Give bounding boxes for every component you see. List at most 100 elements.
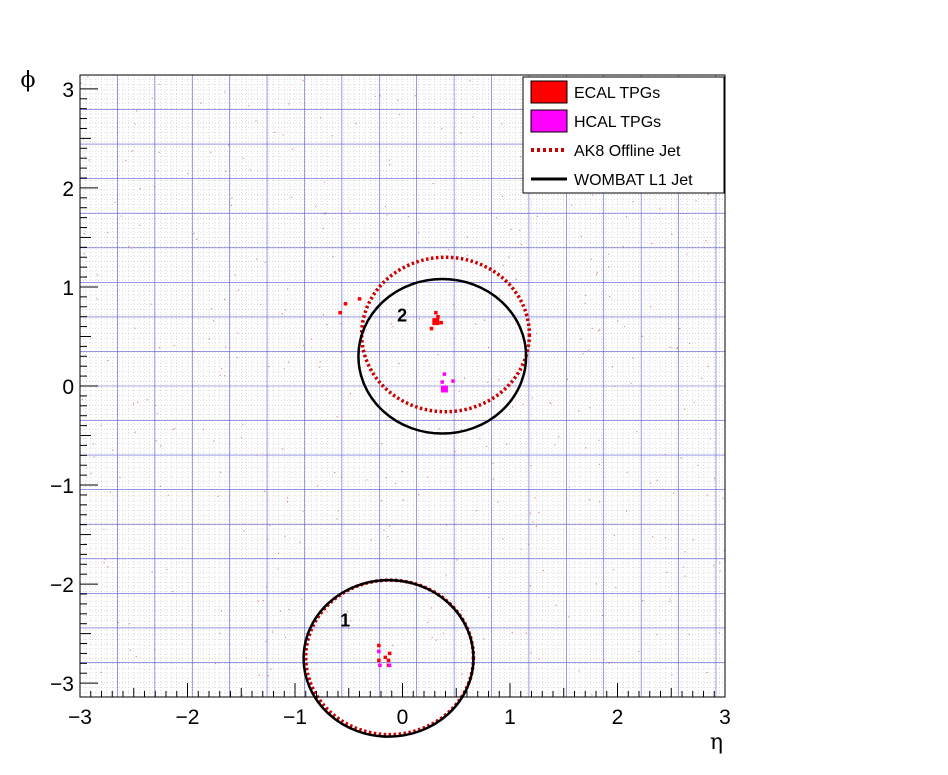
noise-hit (603, 658, 605, 661)
noise-hit (632, 357, 634, 359)
wombat-jet-circle-1 (302, 578, 475, 738)
noise-hit (669, 598, 671, 600)
noise-hit (680, 457, 682, 459)
noise-hit (549, 401, 551, 404)
noise-hit (151, 571, 153, 573)
noise-hit (172, 590, 174, 593)
noise-hit (125, 159, 127, 161)
legend-label-wombat: WOMBAT L1 Jet (574, 172, 693, 189)
hcal-tpg-point (451, 379, 455, 383)
noise-hit (713, 478, 716, 480)
hcal-tpg-point (442, 372, 447, 376)
noise-hit (520, 156, 522, 158)
ecal-tpg-point (357, 297, 362, 301)
noise-hit (651, 536, 654, 538)
noise-hit (453, 304, 455, 306)
noise-hit (224, 298, 226, 300)
noise-hit (578, 410, 580, 412)
noise-hit (520, 243, 523, 246)
noise-hit (669, 346, 671, 348)
noise-hit (379, 95, 381, 97)
hcal-tpg-point (387, 663, 392, 668)
noise-hit (534, 497, 536, 499)
noise-hit (427, 476, 429, 478)
wombat-jet-circle-3 (357, 277, 528, 435)
noise-hit (588, 349, 590, 351)
noise-hit (501, 538, 504, 540)
noise-hit (158, 347, 161, 349)
y-axis: −3 −2 −1 0 1 2 3 (50, 79, 98, 696)
noise-hit (134, 123, 136, 125)
noise-hit (589, 407, 591, 409)
jet-label-1: 1 (340, 611, 350, 631)
noise-hit (555, 604, 557, 606)
noise-hit (208, 338, 211, 340)
noise-hit (292, 148, 294, 150)
noise-hit (590, 258, 592, 260)
noise-hit (432, 182, 434, 185)
noise-hit (285, 309, 287, 311)
noise-hit (355, 123, 357, 125)
noise-hit (466, 254, 468, 257)
noise-hit (612, 569, 615, 571)
noise-hit (475, 510, 477, 512)
noise-hit (210, 307, 212, 310)
noise-hit (626, 471, 628, 474)
noise-hit (601, 614, 604, 616)
noise-hit (407, 216, 410, 218)
noise-hit (719, 570, 721, 572)
noise-hit (167, 494, 169, 496)
noise-hit (107, 359, 109, 362)
noise-hit (608, 253, 610, 255)
noise-hit (490, 362, 492, 365)
noise-hit (224, 375, 226, 377)
ecal-tpg-point (387, 651, 392, 656)
noise-hit (530, 651, 532, 654)
noise-hit (166, 568, 168, 571)
noise-hit (271, 631, 274, 633)
noise-hit (387, 536, 389, 538)
noise-hit (325, 212, 327, 214)
noise-hit (456, 559, 458, 561)
noise-hit (641, 335, 643, 337)
noise-hit (568, 616, 570, 618)
hcal-tpg-point (440, 380, 445, 384)
noise-hit (707, 365, 709, 368)
noise-hit (599, 501, 601, 503)
noise-hit (225, 170, 227, 173)
noise-hit (129, 649, 131, 651)
noise-hit (242, 157, 244, 159)
noise-hit (636, 430, 638, 433)
noise-hit (608, 266, 610, 268)
x-axis-title: η (710, 730, 723, 755)
noise-hit (146, 399, 148, 401)
noise-hit (531, 397, 534, 399)
noise-hit (103, 528, 105, 530)
noise-hit (615, 587, 617, 589)
noise-hit (492, 478, 494, 480)
noise-hit (622, 246, 624, 248)
noise-hit (341, 476, 343, 478)
noise-hit (117, 621, 119, 624)
noise-hit (651, 242, 653, 245)
noise-hit (202, 428, 204, 431)
noise-hit (302, 510, 304, 512)
noise-hit (598, 463, 601, 465)
noise-hit (213, 440, 215, 442)
noise-hit (137, 401, 139, 403)
noise-hit (262, 600, 265, 602)
noise-hit (483, 638, 485, 640)
noise-hit (414, 588, 416, 590)
ecal-tpg-point (338, 310, 342, 315)
noise-hit (591, 694, 593, 696)
noise-hit (673, 492, 675, 494)
noise-hit (314, 205, 317, 207)
y-tick-label: 2 (62, 178, 74, 201)
legend: ECAL TPGs HCAL TPGs AK8 Offline Jet WOMB… (522, 76, 725, 194)
noise-hit (103, 561, 105, 563)
noise-hit (284, 535, 286, 537)
noise-hit (626, 510, 628, 512)
noise-hit (596, 271, 598, 274)
noise-hit (268, 365, 270, 368)
ecal-tpg-point (386, 658, 391, 663)
